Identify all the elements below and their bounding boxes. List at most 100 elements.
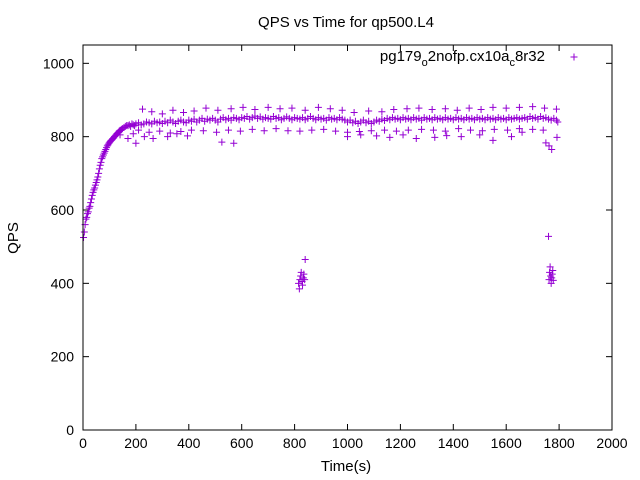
x-tick-label: 800 <box>283 435 307 451</box>
chart-title: QPS vs Time for qp500.L4 <box>258 14 434 31</box>
x-tick-label: 400 <box>177 435 201 451</box>
data-point <box>264 103 272 111</box>
data-point <box>199 127 207 135</box>
data-point <box>301 106 309 114</box>
data-point <box>248 125 256 133</box>
data-point <box>145 128 153 136</box>
data-point <box>490 125 498 133</box>
data-point <box>365 107 373 115</box>
data-point <box>218 138 226 146</box>
data-point <box>541 104 549 112</box>
data-point <box>338 106 346 114</box>
data-point <box>169 106 177 114</box>
data-point <box>453 106 461 114</box>
data-point <box>101 147 109 155</box>
data-point <box>272 125 280 133</box>
data-point <box>431 133 439 141</box>
data-point <box>213 128 221 136</box>
data-point <box>214 106 222 114</box>
data-point <box>94 173 102 181</box>
data-point <box>202 104 210 112</box>
data-point <box>390 106 398 114</box>
data-point <box>300 270 308 278</box>
data-point <box>260 127 268 135</box>
data-point <box>164 133 172 141</box>
y-tick-label: 1000 <box>43 55 74 71</box>
data-point <box>308 126 316 134</box>
data-point <box>466 126 474 134</box>
legend-label-sub-2: c <box>509 57 515 69</box>
data-point <box>296 127 304 135</box>
y-tick-label: 200 <box>51 349 75 365</box>
data-point <box>441 105 449 113</box>
data-point <box>87 195 95 203</box>
data-point <box>86 202 94 210</box>
legend-marker <box>570 53 578 61</box>
data-point <box>239 103 247 111</box>
data-point <box>295 279 303 287</box>
data-point <box>418 125 426 133</box>
data-point <box>97 158 105 166</box>
data-point <box>553 133 561 141</box>
legend-label: pg179o2nofp.cx10ac8r32 <box>380 48 545 69</box>
data-point <box>140 133 148 141</box>
data-point <box>476 131 484 139</box>
data-point <box>314 103 322 111</box>
data-point <box>80 234 88 241</box>
data-point <box>177 128 185 136</box>
data-point <box>236 127 244 135</box>
data-point <box>350 108 358 116</box>
data-point <box>139 105 147 113</box>
y-axis-label: QPS <box>5 222 22 254</box>
data-point <box>224 126 232 134</box>
data-point <box>404 126 412 134</box>
x-tick-label: 1400 <box>438 435 469 451</box>
data-point <box>529 125 537 133</box>
y-tick-label: 600 <box>51 202 75 218</box>
data-point <box>546 263 554 271</box>
data-point <box>477 106 485 114</box>
data-point <box>378 108 386 116</box>
data-point <box>554 118 562 126</box>
data-point <box>96 161 104 169</box>
y-tick-label: 800 <box>51 129 75 145</box>
data-point <box>504 126 512 134</box>
data-point <box>455 125 463 133</box>
data-point <box>332 127 340 135</box>
data-point <box>381 126 389 134</box>
data-point <box>344 133 351 141</box>
y-tick-label: 400 <box>51 275 75 291</box>
x-tick-label: 600 <box>230 435 254 451</box>
x-tick-label: 0 <box>79 435 87 451</box>
data-point <box>91 184 99 192</box>
data-point <box>545 232 553 240</box>
data-point <box>173 130 181 138</box>
data-point <box>507 133 515 141</box>
data-point <box>276 105 284 113</box>
data-point <box>149 135 157 142</box>
data-point <box>132 139 140 147</box>
x-tick-label: 1800 <box>544 435 575 451</box>
data-point <box>301 256 309 263</box>
data-point <box>295 285 303 293</box>
data-point <box>429 126 437 134</box>
plot-frame <box>82 44 613 431</box>
data-point <box>227 105 235 113</box>
data-point <box>502 104 510 112</box>
data-point <box>549 267 557 274</box>
data-point <box>465 104 473 112</box>
data-point <box>518 128 526 136</box>
y-tick-label: 0 <box>66 422 74 438</box>
data-point <box>116 131 124 139</box>
data-point <box>230 139 238 147</box>
data-point <box>288 104 296 112</box>
x-axis-label: Time(s) <box>321 458 371 475</box>
data-point <box>489 136 497 144</box>
data-point <box>529 103 537 111</box>
x-tick-label: 2000 <box>596 435 627 451</box>
data-point <box>93 176 101 184</box>
legend-label-part-3: 8r32 <box>515 48 545 65</box>
data-point <box>148 108 156 116</box>
data-point <box>180 108 188 116</box>
